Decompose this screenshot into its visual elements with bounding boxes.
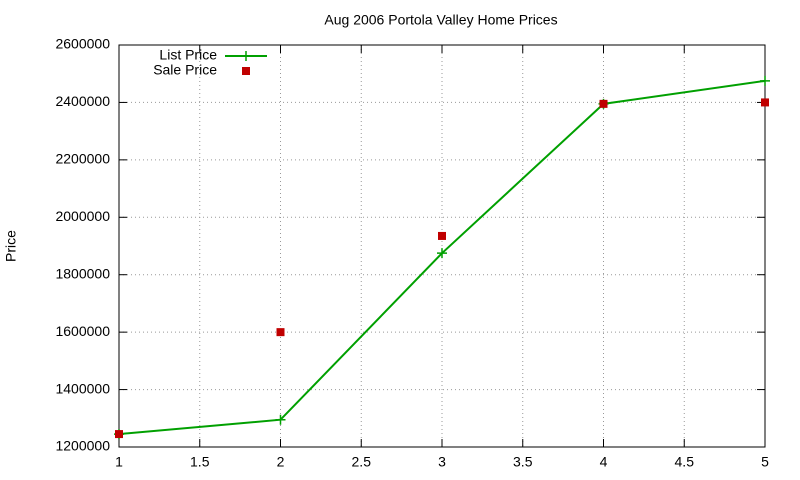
- y-axis-label: Price: [3, 230, 19, 262]
- x-tick-label: 2: [277, 454, 285, 470]
- legend-marker: [242, 67, 250, 75]
- x-tick-label: 1: [115, 454, 123, 470]
- y-tick-label: 2000000: [55, 208, 110, 224]
- x-tick-label: 4: [600, 454, 608, 470]
- legend-label: Sale Price: [153, 62, 217, 78]
- data-point: [115, 430, 123, 439]
- y-tick-label: 2400000: [55, 93, 110, 109]
- y-tick-label: 2200000: [55, 151, 110, 167]
- data-point: [599, 99, 608, 108]
- legend-marker: [241, 51, 251, 61]
- x-tick-label: 2.5: [352, 454, 372, 470]
- data-point: [276, 328, 285, 337]
- y-tick-label: 1200000: [55, 438, 110, 454]
- x-tick-label: 3: [438, 454, 446, 470]
- legend-label: List Price: [159, 47, 217, 63]
- x-tick-label: 4.5: [675, 454, 695, 470]
- x-tick-label: 1.5: [190, 454, 210, 470]
- y-tick-label: 1400000: [55, 380, 110, 396]
- data-point: [760, 75, 770, 86]
- y-tick-label: 1600000: [55, 323, 110, 339]
- data-point: [437, 248, 447, 259]
- data-point: [761, 98, 769, 107]
- x-tick-label: 5: [761, 454, 769, 470]
- plot-border: [118, 44, 766, 448]
- x-tick-label: 3.5: [513, 454, 533, 470]
- data-point: [275, 414, 286, 425]
- data-point: [438, 231, 446, 240]
- y-tick-label: 1800000: [55, 265, 110, 281]
- chart-title: Aug 2006 Portola Valley Home Prices: [324, 12, 557, 28]
- y-tick-label: 2600000: [55, 36, 110, 52]
